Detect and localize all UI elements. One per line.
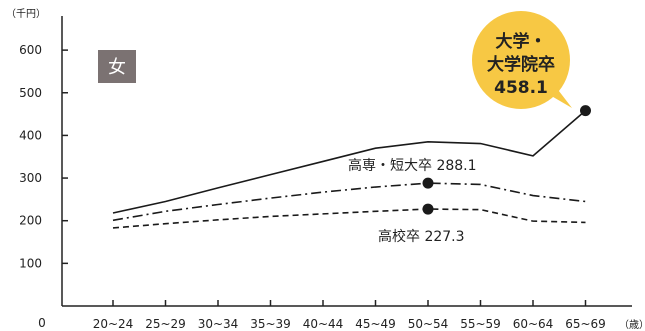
data-point-marker xyxy=(422,177,434,189)
x-tick-label: 25~29 xyxy=(145,317,186,331)
y-tick-label: 500 xyxy=(19,86,42,100)
university-callout: 大学・ 大学院卒 458.1 xyxy=(472,11,572,109)
x-axis-ticks: 20~24 25~29 30~34 35~39 40~44 45~49 50~54 55~59… xyxy=(93,300,606,331)
x-tick-label: 50~54 xyxy=(408,317,449,331)
series-lines xyxy=(112,110,587,229)
y-tick-label: 300 xyxy=(19,171,42,185)
x-tick-label: 60~64 xyxy=(513,317,554,331)
y-tick-label: 600 xyxy=(19,43,42,57)
callout-label-line1: 大学・ xyxy=(496,31,547,52)
series-line xyxy=(112,110,587,214)
y-tick-label: 100 xyxy=(19,256,42,270)
y-tick-label: 0 xyxy=(38,316,46,330)
y-axis-ticks: 0 100 200 300 400 500 600 xyxy=(19,43,68,330)
y-axis-unit-label: （千円） xyxy=(6,8,46,20)
series-line xyxy=(112,182,586,222)
axes xyxy=(61,16,632,307)
callout-bubble xyxy=(472,11,570,109)
callout-value: 458.1 xyxy=(494,78,548,98)
gender-label: 女 xyxy=(108,57,126,78)
gender-label-box xyxy=(98,50,136,83)
x-tick-label: 20~24 xyxy=(93,317,134,331)
data-point-marker xyxy=(580,105,591,117)
data-point-marker xyxy=(422,203,434,215)
data-markers xyxy=(422,105,591,215)
x-tick-label: 65~69 xyxy=(565,317,606,331)
x-tick-label: 30~34 xyxy=(198,317,239,331)
series-line xyxy=(112,208,586,229)
high-school-annotation: 高校卒 227.3 xyxy=(378,228,465,245)
y-tick-label: 200 xyxy=(19,214,42,228)
x-tick-label: 35~39 xyxy=(250,317,291,331)
x-tick-label: 40~44 xyxy=(303,317,344,331)
x-tick-label: 55~59 xyxy=(460,317,501,331)
callout-label-line2: 大学院卒 xyxy=(487,54,555,75)
x-axis-unit-label: （歳） xyxy=(619,319,645,331)
y-tick-label: 400 xyxy=(19,128,42,142)
x-tick-label: 45~49 xyxy=(355,317,396,331)
junior-college-annotation: 高専・短大卒 288.1 xyxy=(348,157,477,174)
